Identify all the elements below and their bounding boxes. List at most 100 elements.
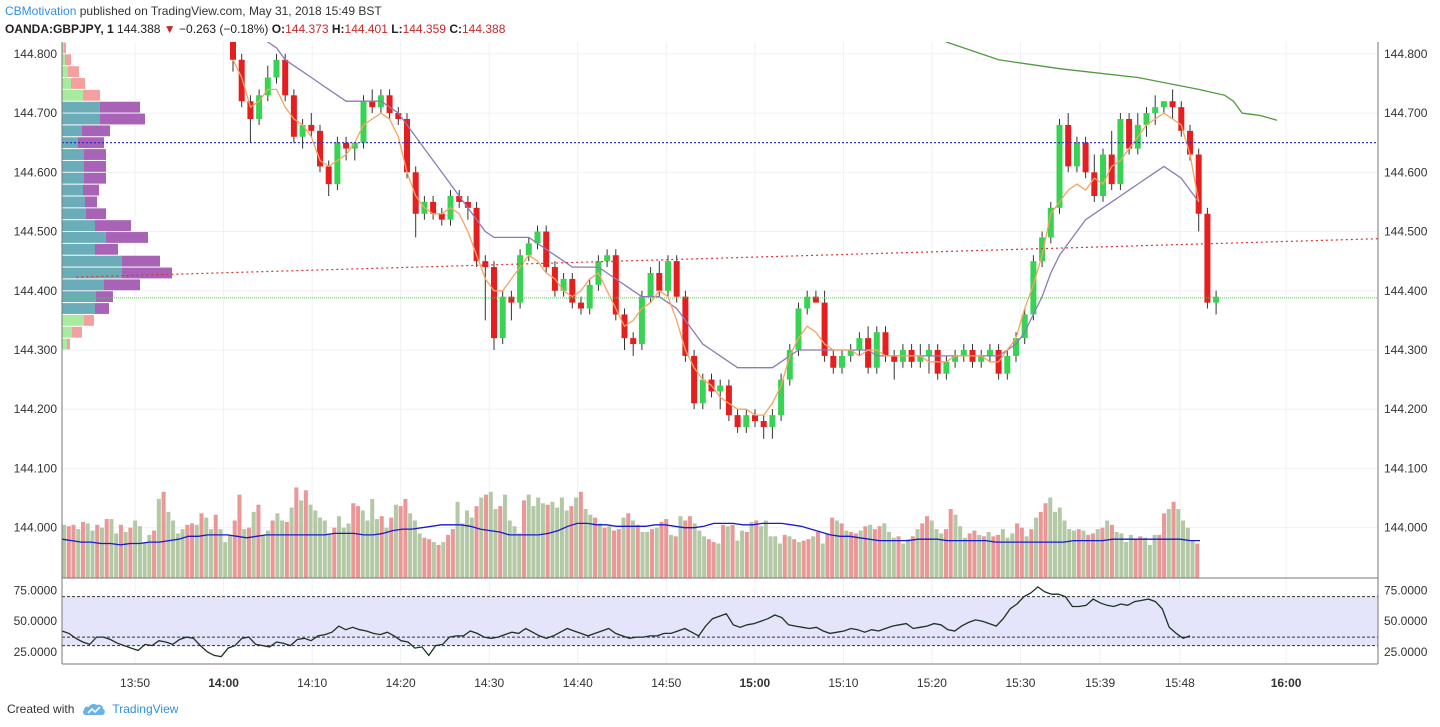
volume-bar [612,530,617,578]
volume-bar [289,507,294,578]
candle-up [1004,355,1011,374]
volume-bar [1071,530,1077,578]
y-tick-label-right: 144.400 [1384,284,1428,298]
candle-down [612,255,619,315]
volume-bar [199,513,204,578]
volume-bar [1015,523,1020,578]
volume-bar [825,533,830,578]
rsi-tick-label-left: 75.0000 [14,584,58,598]
volume-bar [389,517,394,578]
candle-down [1065,124,1072,167]
candle-down [412,172,419,214]
profile-bar-up [62,291,96,303]
volume-bar [322,520,327,578]
volume-bar [1181,520,1186,578]
volume-bar [156,498,161,578]
candle-down [821,302,828,356]
volume-bar [175,533,180,578]
y-tick-label-left: 144.500 [14,225,58,239]
volume-bar [986,532,991,578]
volume-bar [327,533,332,578]
volume-bar [313,510,318,578]
volume-bar [365,520,370,578]
profile-bar-up [62,66,68,78]
volume-bar [275,513,280,578]
volume-bar [768,536,773,578]
volume-bar [417,533,422,578]
candle-down [656,272,663,291]
volume-bar [616,529,621,578]
candle-up [769,415,776,427]
close-value: 144.388 [461,22,506,36]
volume-bar [645,532,650,578]
candle-up [1030,261,1037,315]
volume-bar [337,516,342,578]
volume-bar [977,534,982,578]
volume-bar [1128,534,1133,578]
x-tick-label: 15:20 [917,676,947,690]
volume-bar [1105,520,1110,578]
volume-bar [1024,536,1029,578]
candle-up [917,355,924,362]
volume-bar [792,539,797,578]
volume-bar [1166,509,1171,578]
volume-bar [76,529,81,578]
volume-bar [849,532,854,578]
candle-up [778,379,785,416]
candle-up [351,142,358,149]
profile-bar-up [62,172,84,184]
volume-bar [507,520,512,578]
volume-bar [232,520,237,578]
profile-bar-down [95,303,109,314]
close-label: C: [449,22,462,36]
candle-up [499,296,506,339]
volume-bar [1095,529,1100,578]
volume-bar [422,537,427,578]
volume-bar [441,542,446,578]
volume-bar [251,511,256,578]
tradingview-brand[interactable]: TradingView [112,702,179,716]
profile-bar-down [68,66,79,78]
volume-bar [1185,527,1190,578]
volume-ma-line [61,522,1200,546]
volume-bar [1000,529,1005,578]
volume-bar [649,529,654,578]
published-text: published on TradingView.com, May 31, 20… [79,4,382,18]
volume-bar [294,487,299,578]
volume-bar [839,523,844,578]
rsi-pane [61,586,1378,658]
volume-bar [142,542,147,578]
profile-bar-down [122,267,172,279]
volume-bar [1119,533,1124,578]
candle-down [569,278,576,303]
candle-down [673,261,680,297]
y-tick-label-left: 144.300 [14,343,58,357]
volume-bar [208,529,214,578]
profile-bar-up [62,279,104,291]
author-link[interactable]: CBMotivation [5,4,77,18]
volume-bar [71,524,76,578]
volume-bar [1029,529,1034,578]
volume-bar [588,514,593,578]
price-change: −0.263 (−0.18%) [179,22,269,36]
volume-bar [526,494,531,578]
volume-bar [692,523,697,578]
x-tick-label: 16:00 [1271,676,1302,690]
volume-bar [626,513,631,578]
volume-bar [166,511,171,578]
volume-bar [374,519,379,578]
volume-bar [872,529,877,578]
candle-up [786,349,793,380]
chart-header-publisher: CBMotivation published on TradingView.co… [5,4,382,18]
y-tick-label-right: 144.000 [1384,521,1428,535]
sma-long-line [944,42,1278,121]
price-chart[interactable]: 144.800 144.800 144.700 144.700 144.600 144.6… [0,0,1440,700]
candle-down [1195,154,1202,214]
candle-down [1169,101,1176,108]
volume-bar [521,500,526,578]
chart-header-quote: OANDA:GBPJPY, 1 144.388 ▼ −0.263 (−0.18%… [5,22,505,36]
candle-up [978,355,985,362]
volume-bar [161,491,166,578]
volume-bar [403,498,408,578]
volume-bar [370,498,375,578]
